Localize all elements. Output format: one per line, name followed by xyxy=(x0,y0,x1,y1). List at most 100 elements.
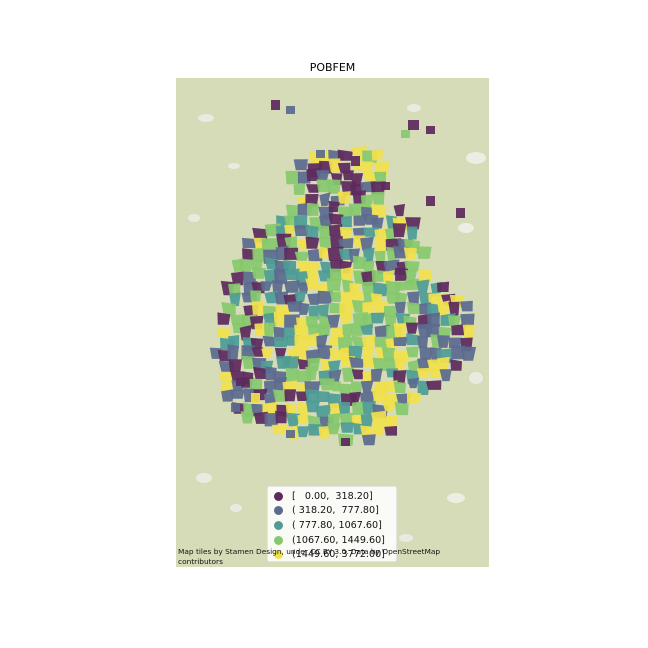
census-tract[interactable] xyxy=(374,228,389,242)
census-tract[interactable] xyxy=(242,248,255,260)
census-tract[interactable] xyxy=(294,224,310,236)
census-tract[interactable] xyxy=(427,312,440,328)
census-tract[interactable] xyxy=(261,238,278,253)
census-tract[interactable] xyxy=(381,347,396,362)
census-tract[interactable] xyxy=(307,262,320,272)
census-tract[interactable] xyxy=(316,390,330,402)
census-tract[interactable] xyxy=(405,217,421,230)
census-tract[interactable] xyxy=(407,291,420,306)
census-tract[interactable] xyxy=(328,213,344,225)
census-tract[interactable] xyxy=(408,120,419,130)
census-tract[interactable] xyxy=(242,237,258,249)
census-tract[interactable] xyxy=(394,357,406,370)
census-tract[interactable] xyxy=(239,258,253,273)
census-tract[interactable] xyxy=(426,126,435,134)
census-tract[interactable] xyxy=(293,159,308,171)
census-tract[interactable] xyxy=(351,369,364,380)
census-tract[interactable] xyxy=(264,413,279,427)
census-tract[interactable] xyxy=(251,347,264,357)
census-tract[interactable] xyxy=(329,224,343,236)
census-tract[interactable] xyxy=(316,170,330,181)
census-tract[interactable] xyxy=(438,326,452,338)
census-tract[interactable] xyxy=(251,301,265,315)
census-tract[interactable] xyxy=(407,359,421,374)
census-tract[interactable] xyxy=(241,345,255,360)
census-tract[interactable] xyxy=(329,347,343,360)
census-tract[interactable] xyxy=(448,301,460,316)
census-tract[interactable] xyxy=(416,279,430,294)
census-tract[interactable] xyxy=(319,378,335,391)
census-tract[interactable] xyxy=(264,290,279,304)
census-tract[interactable] xyxy=(348,345,363,359)
census-tract[interactable] xyxy=(370,217,384,229)
census-tract[interactable] xyxy=(328,158,341,173)
census-tract[interactable] xyxy=(406,333,421,346)
census-tract[interactable] xyxy=(394,281,408,291)
census-tract[interactable] xyxy=(272,389,288,402)
census-tract[interactable] xyxy=(382,399,396,411)
census-tract[interactable] xyxy=(307,203,319,216)
census-tract[interactable] xyxy=(360,194,373,209)
census-tract[interactable] xyxy=(450,359,462,371)
census-tract[interactable] xyxy=(283,327,297,338)
census-tract[interactable] xyxy=(284,389,297,402)
census-tract[interactable] xyxy=(370,312,385,324)
census-tract[interactable] xyxy=(371,191,385,205)
census-tract[interactable] xyxy=(294,251,310,261)
census-tract[interactable] xyxy=(282,380,298,392)
census-tract[interactable] xyxy=(381,182,390,190)
census-tract[interactable] xyxy=(340,216,352,231)
census-tract[interactable] xyxy=(297,302,310,315)
census-tract[interactable] xyxy=(351,401,365,415)
census-tract[interactable] xyxy=(341,438,350,446)
census-tract[interactable] xyxy=(363,170,378,185)
census-tract[interactable] xyxy=(263,393,277,404)
census-tract[interactable] xyxy=(294,335,310,348)
census-tract[interactable] xyxy=(297,426,310,438)
census-tract[interactable] xyxy=(273,337,289,348)
census-tract[interactable] xyxy=(327,423,341,435)
census-tract[interactable] xyxy=(361,335,376,350)
census-tract[interactable] xyxy=(228,359,242,372)
census-tract[interactable] xyxy=(436,281,450,292)
census-tract[interactable] xyxy=(439,369,452,382)
census-tract[interactable] xyxy=(307,305,319,320)
census-tract[interactable] xyxy=(361,281,376,295)
census-tract[interactable] xyxy=(260,281,273,291)
census-tract[interactable] xyxy=(352,255,367,269)
census-tract[interactable] xyxy=(273,311,288,326)
census-tract[interactable] xyxy=(459,300,473,312)
census-tract[interactable] xyxy=(316,324,331,336)
census-tract[interactable] xyxy=(401,130,410,138)
census-tract[interactable] xyxy=(405,322,419,334)
census-tract[interactable] xyxy=(286,106,295,114)
census-tract[interactable] xyxy=(405,346,419,358)
census-tract[interactable] xyxy=(360,425,374,438)
census-tract[interactable] xyxy=(342,323,354,338)
census-tract[interactable] xyxy=(418,268,432,282)
census-tract[interactable] xyxy=(436,356,450,371)
census-tract[interactable] xyxy=(275,410,287,424)
census-tract[interactable] xyxy=(317,290,334,304)
census-tract[interactable] xyxy=(392,223,407,238)
census-tract[interactable] xyxy=(373,282,389,297)
census-tract[interactable] xyxy=(406,302,421,314)
census-tract[interactable] xyxy=(448,337,462,349)
census-tract[interactable] xyxy=(372,357,389,371)
census-tract[interactable] xyxy=(428,292,443,305)
census-tract[interactable] xyxy=(307,293,320,305)
census-tract[interactable] xyxy=(456,208,465,218)
census-tract[interactable] xyxy=(394,401,409,416)
census-tract[interactable] xyxy=(417,357,430,371)
census-tract[interactable] xyxy=(338,238,354,249)
census-tract[interactable] xyxy=(252,248,265,262)
census-tract[interactable] xyxy=(341,313,353,325)
census-tract[interactable] xyxy=(284,280,300,293)
census-tract[interactable] xyxy=(318,426,330,439)
census-tract[interactable] xyxy=(305,224,319,240)
census-tract[interactable] xyxy=(374,250,386,263)
census-tract[interactable] xyxy=(382,380,398,392)
census-tract[interactable] xyxy=(271,424,288,435)
census-tract[interactable] xyxy=(370,410,387,426)
census-tract[interactable] xyxy=(360,380,374,393)
